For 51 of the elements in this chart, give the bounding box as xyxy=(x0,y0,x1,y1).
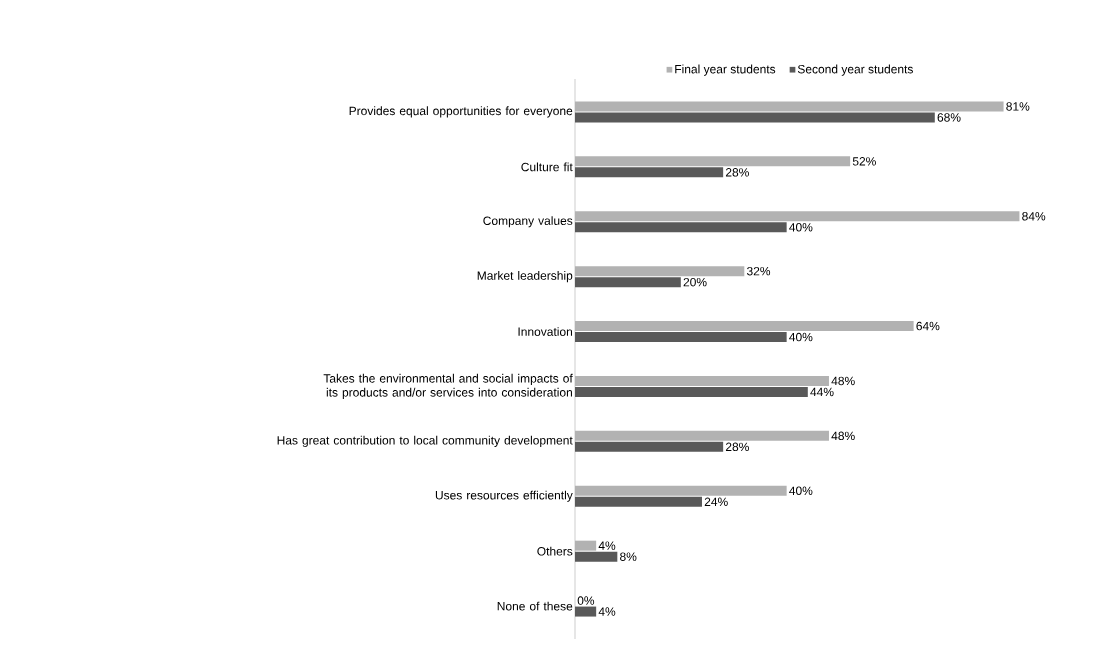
data-label: 4% xyxy=(598,541,616,550)
bar xyxy=(575,606,597,617)
bar xyxy=(575,156,851,167)
bar xyxy=(575,540,597,551)
y-tick-label: Provides equal opportunities for everyone xyxy=(349,106,573,118)
bar xyxy=(575,211,1020,222)
bar xyxy=(575,167,724,178)
legend-label: Second year students xyxy=(797,64,913,76)
data-label: 52% xyxy=(852,157,876,166)
bar xyxy=(575,441,724,452)
data-label: 20% xyxy=(683,277,707,287)
bar xyxy=(575,430,829,441)
data-label: 32% xyxy=(746,266,771,276)
data-label: 84% xyxy=(1022,212,1046,221)
data-label: 0% xyxy=(577,596,595,605)
bar xyxy=(575,321,914,332)
data-label: 64% xyxy=(916,321,940,331)
data-label: 44% xyxy=(810,387,834,397)
bar xyxy=(575,277,681,288)
y-tick-label: Innovation xyxy=(518,327,573,336)
data-label: 40% xyxy=(789,223,813,232)
y-tick-label: Has great contribution to local community development xyxy=(277,435,573,447)
data-label: 81% xyxy=(1006,102,1030,111)
legend-label: Final year students xyxy=(675,64,776,76)
y-tick-label: Culture fit xyxy=(521,162,573,172)
y-tick-label: Others xyxy=(537,546,573,556)
bar xyxy=(575,112,935,123)
data-label: 48% xyxy=(831,431,855,441)
data-label: 40% xyxy=(789,332,813,342)
bar xyxy=(575,551,618,562)
data-label: 68% xyxy=(937,113,961,122)
bar xyxy=(575,332,787,343)
bar xyxy=(575,266,745,277)
data-label: 24% xyxy=(704,497,728,506)
y-tick-label: Market leadership xyxy=(477,271,573,283)
data-label: 48% xyxy=(831,376,855,386)
data-label: 28% xyxy=(725,442,749,452)
data-label: 8% xyxy=(620,552,637,561)
bar xyxy=(575,496,702,507)
bar xyxy=(575,386,808,397)
y-tick-label: Uses resources efficiently xyxy=(435,490,573,502)
y-tick-label: Company values xyxy=(483,216,573,228)
data-label: 4% xyxy=(598,607,616,616)
bar xyxy=(575,375,829,386)
bar xyxy=(575,485,787,496)
data-label: 40% xyxy=(789,486,813,495)
data-label: 28% xyxy=(725,168,749,177)
bar xyxy=(575,222,787,233)
bar xyxy=(575,101,1004,112)
y-tick-label: Takes the environmental and social impacts of its products and/or services into consideration xyxy=(323,373,573,400)
y-tick-label: None of these xyxy=(497,601,573,611)
